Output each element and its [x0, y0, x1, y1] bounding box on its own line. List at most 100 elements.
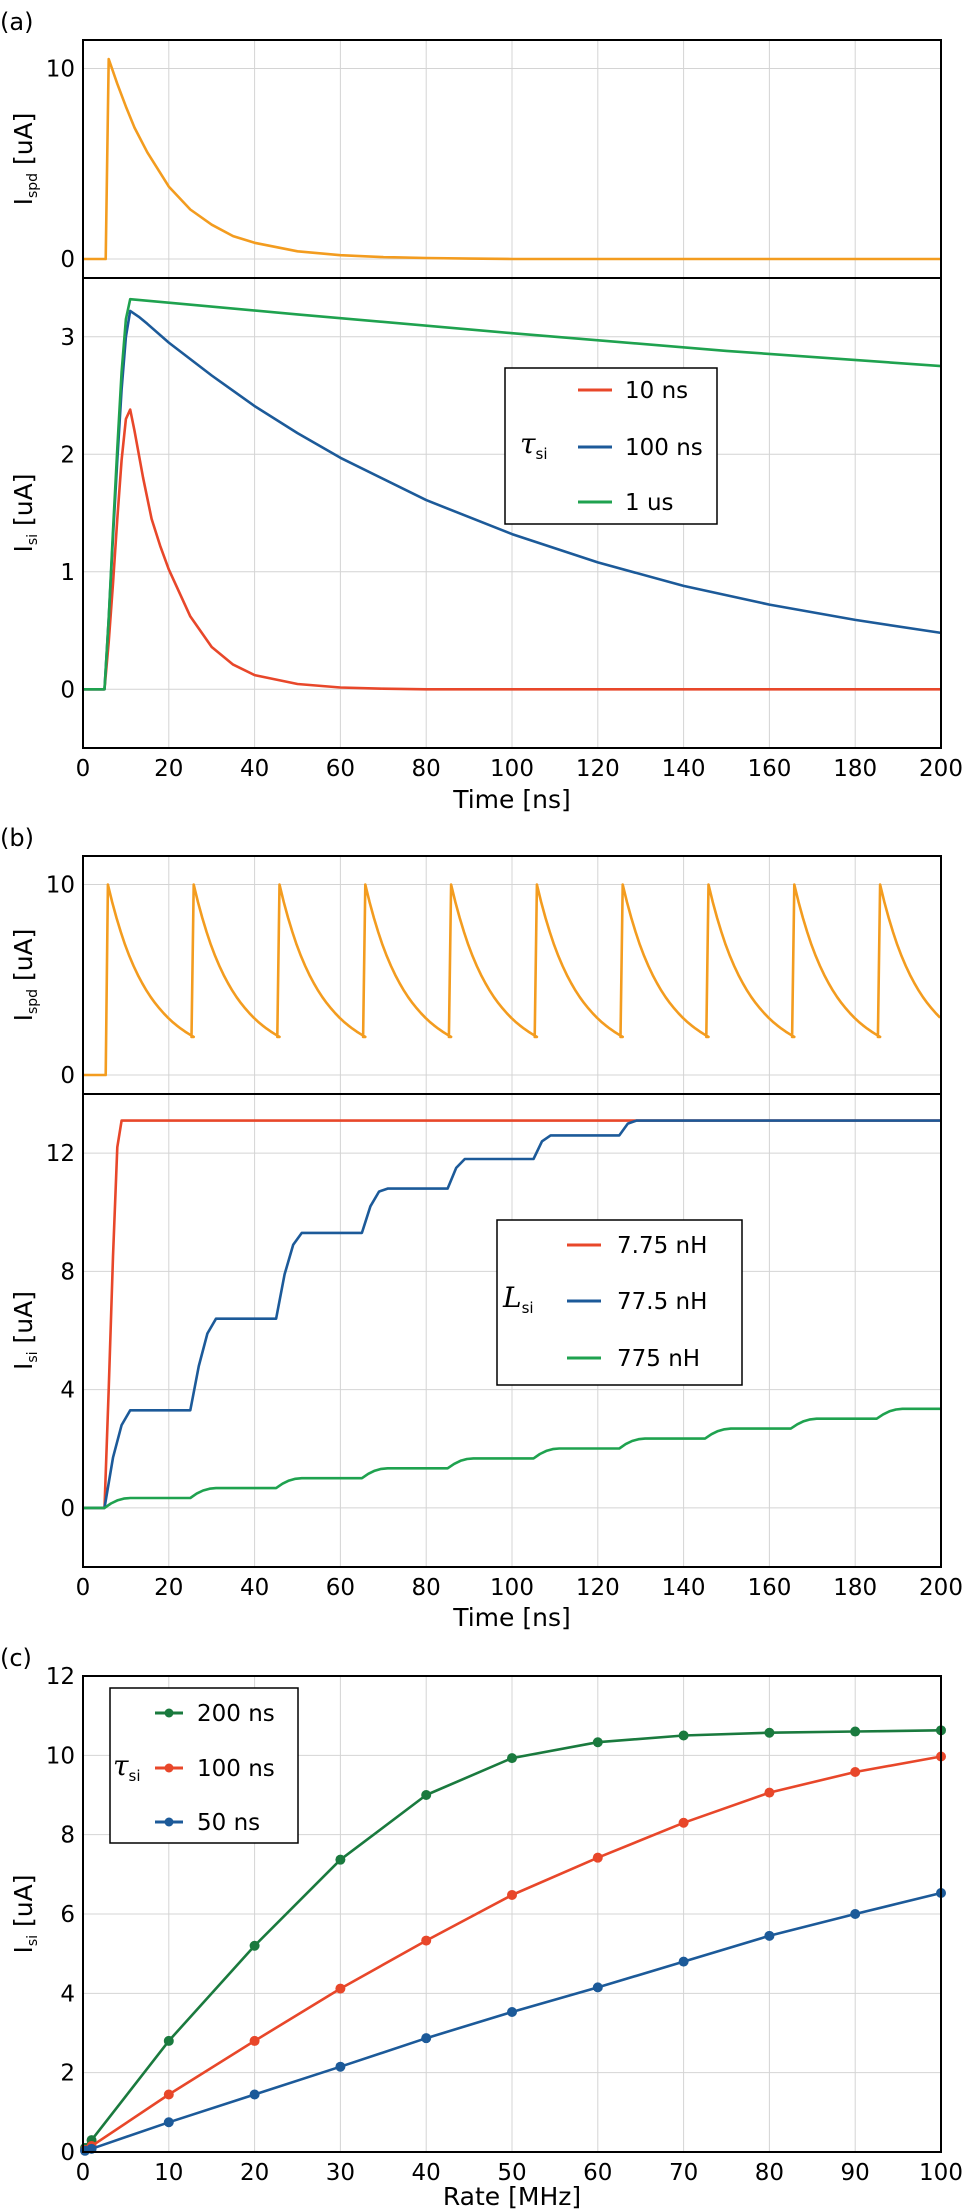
a-top-ytick-1: 10 — [46, 57, 75, 83]
c-legend-marker-1 — [164, 1763, 174, 1773]
c-point-0-8 — [678, 1730, 689, 1741]
c-ytick-3: 6 — [60, 1902, 75, 1928]
c-legend-label-0: 200 ns — [197, 1701, 275, 1727]
c-xtick-7: 70 — [669, 2160, 698, 2186]
c-point-1-9 — [764, 1787, 775, 1798]
c-point-2-7 — [592, 1982, 603, 1993]
c-point-2-9 — [764, 1930, 775, 1941]
c-legend: τsi 200 ns 100 ns 50 ns — [109, 1687, 299, 1844]
panel-a-bottom: 0 1 2 3 Isi [uA] τsi 10 ns 100 ns 1 us — [9, 277, 942, 749]
a-top-series-0 — [83, 57, 941, 261]
a-xtick-9: 180 — [833, 756, 877, 782]
a-top-ylabel: Ispd [uA] — [9, 113, 41, 206]
c-legend-label-1: 100 ns — [197, 1756, 275, 1782]
c-xtick-6: 60 — [583, 2160, 612, 2186]
panel-label-c: (c) — [0, 1644, 32, 1672]
a-xtick-6: 120 — [576, 756, 620, 782]
b-bot-ylabel: Isi [uA] — [9, 1291, 41, 1370]
c-xlabel: Rate [MHz] — [443, 2182, 581, 2211]
b-xtick-7: 140 — [662, 1575, 706, 1601]
b-xtick-0: 0 — [76, 1575, 91, 1601]
b-xtick-6: 120 — [576, 1575, 620, 1601]
a-xtick-5: 100 — [490, 756, 534, 782]
a-legend-label-0: 10 ns — [625, 378, 688, 404]
c-legend-box — [109, 1687, 299, 1844]
c-point-0-10 — [850, 1726, 861, 1737]
a-xtick-4: 80 — [412, 756, 441, 782]
a-xtick-10: 200 — [919, 756, 963, 782]
panel-label-b: (b) — [0, 824, 34, 852]
panel-a-top: 0 10 Ispd [uA] — [9, 39, 942, 279]
c-ytick-6: 12 — [46, 1664, 75, 1690]
b-xtick-2: 40 — [240, 1575, 269, 1601]
c-xtick-9: 90 — [841, 2160, 870, 2186]
b-legend-symbol: Lsi — [502, 1281, 534, 1317]
c-xtick-2: 20 — [240, 2160, 269, 2186]
c-ytick-1: 2 — [60, 2061, 75, 2087]
c-series-2 — [82, 1891, 942, 2153]
a-xtick-7: 140 — [662, 756, 706, 782]
c-point-1-8 — [678, 1817, 689, 1828]
b-bot-ytick-2: 8 — [60, 1259, 75, 1285]
b-legend-label-2: 775 nH — [617, 1346, 700, 1372]
b-bot-frame — [82, 1093, 942, 1568]
c-point-0-2 — [163, 2035, 174, 2046]
c-point-2-8 — [678, 1956, 689, 1967]
c-point-2-2 — [163, 2117, 174, 2128]
c-point-2-6 — [507, 2006, 517, 2017]
c-xtick-10: 100 — [919, 2160, 963, 2186]
a-bot-ytick-0: 0 — [60, 677, 75, 703]
c-ytick-0: 0 — [60, 2140, 75, 2166]
a-bot-frame — [82, 277, 942, 749]
b-xtick-10: 200 — [919, 1575, 963, 1601]
c-point-2-5 — [421, 2033, 432, 2044]
b-xtick-5: 100 — [490, 1575, 534, 1601]
b-xtick-8: 160 — [747, 1575, 791, 1601]
c-point-1-6 — [507, 1889, 517, 1900]
c-ytick-2: 4 — [60, 1981, 75, 2007]
panel-b: (b) 0 10 Ispd [uA] 0 4 8 12 Isi [uA] Lsi 7.75 nH 77… — [0, 824, 963, 1632]
b-bot-ytick-3: 12 — [46, 1141, 75, 1167]
a-xtick-8: 160 — [747, 756, 791, 782]
a-xtick-1: 20 — [154, 756, 183, 782]
b-legend-box — [496, 1219, 743, 1386]
b-bot-ytick-0: 0 — [60, 1496, 75, 1522]
c-xtick-4: 40 — [412, 2160, 441, 2186]
b-xtick-3: 60 — [326, 1575, 355, 1601]
c-point-2-10 — [850, 1909, 861, 1919]
c-legend-symbol: τsi — [113, 1749, 140, 1785]
c-point-0-7 — [592, 1737, 603, 1748]
c-point-1-2 — [163, 2089, 174, 2100]
a-bot-series-0 — [83, 408, 941, 691]
b-top-series-0 — [83, 883, 942, 1077]
c-point-0-4 — [335, 1854, 346, 1865]
a-legend: τsi 10 ns 100 ns 1 us — [504, 367, 718, 525]
a-bot-series-2 — [83, 297, 942, 691]
c-frame — [82, 1675, 942, 2153]
a-xtick-3: 60 — [326, 756, 355, 782]
b-bot-series-2 — [83, 1407, 941, 1510]
c-xtick-3: 30 — [326, 2160, 355, 2186]
b-xlabel: Time [ns] — [452, 1603, 571, 1632]
panel-b-bottom: 0 4 8 12 Isi [uA] Lsi 7.75 nH 77.5 nH 775 nH — [9, 1093, 942, 1568]
c-point-0-3 — [249, 1940, 260, 1951]
b-top-ytick-0: 0 — [60, 1063, 75, 1089]
a-xtick-0: 0 — [76, 756, 91, 782]
c-ytick-4: 8 — [60, 1823, 75, 1849]
panel-c: (c) 0 2 4 6 8 10 12 0 10 20 30 40 50 60 70 80 90 100 Rate [… — [0, 1644, 963, 2211]
a-legend-symbol: τsi — [520, 427, 547, 463]
a-xlabel: Time [ns] — [452, 785, 571, 814]
c-point-1-5 — [421, 1935, 432, 1946]
a-bot-ytick-3: 3 — [60, 325, 75, 351]
a-legend-label-1: 100 ns — [625, 435, 703, 461]
c-legend-marker-2 — [164, 1817, 174, 1827]
b-legend-label-1: 77.5 nH — [617, 1289, 707, 1315]
c-point-2-0 — [80, 2145, 90, 2156]
c-xtick-1: 10 — [154, 2160, 183, 2186]
c-xtick-5: 50 — [497, 2160, 526, 2186]
c-point-1-7 — [592, 1852, 603, 1863]
c-xtick-0: 0 — [76, 2160, 91, 2186]
b-xtick-1: 20 — [154, 1575, 183, 1601]
panel-a: (a) 0 10 Ispd [uA] 0 1 2 3 Isi [uA] τsi 10 ns 100 n… — [0, 8, 963, 814]
